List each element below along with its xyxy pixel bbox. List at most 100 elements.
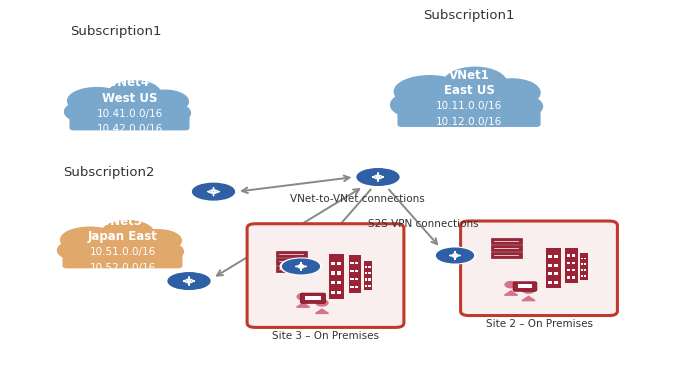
FancyBboxPatch shape (581, 263, 583, 265)
FancyBboxPatch shape (365, 272, 368, 274)
FancyBboxPatch shape (276, 258, 307, 265)
FancyBboxPatch shape (581, 258, 583, 260)
FancyBboxPatch shape (567, 269, 570, 272)
Ellipse shape (484, 79, 540, 107)
FancyBboxPatch shape (247, 224, 404, 327)
FancyBboxPatch shape (581, 269, 583, 271)
FancyBboxPatch shape (365, 285, 368, 287)
Ellipse shape (108, 81, 161, 108)
Text: Subscription1: Subscription1 (424, 9, 514, 22)
FancyBboxPatch shape (331, 281, 335, 284)
FancyBboxPatch shape (517, 284, 533, 288)
FancyBboxPatch shape (548, 264, 552, 267)
FancyBboxPatch shape (364, 261, 372, 290)
Ellipse shape (394, 76, 466, 107)
Circle shape (522, 287, 535, 293)
FancyBboxPatch shape (554, 255, 558, 258)
Text: 10.11.0.0/16: 10.11.0.0/16 (436, 101, 502, 111)
FancyBboxPatch shape (368, 285, 370, 287)
FancyBboxPatch shape (491, 251, 522, 258)
FancyBboxPatch shape (572, 262, 575, 264)
FancyBboxPatch shape (548, 255, 552, 258)
Text: VNet-to-VNet connections: VNet-to-VNet connections (290, 194, 426, 204)
FancyBboxPatch shape (368, 266, 370, 268)
FancyBboxPatch shape (554, 264, 558, 267)
Ellipse shape (64, 101, 103, 122)
Ellipse shape (190, 182, 237, 201)
Text: S2S VPN connections: S2S VPN connections (368, 219, 478, 230)
FancyBboxPatch shape (331, 262, 335, 265)
FancyBboxPatch shape (491, 245, 522, 251)
Text: 10.42.0.0/16: 10.42.0.0/16 (97, 124, 162, 134)
Ellipse shape (354, 168, 402, 187)
FancyBboxPatch shape (349, 255, 361, 293)
Circle shape (316, 300, 328, 306)
Ellipse shape (193, 183, 235, 200)
FancyBboxPatch shape (584, 258, 586, 260)
FancyBboxPatch shape (331, 272, 335, 274)
FancyBboxPatch shape (565, 248, 578, 283)
Ellipse shape (168, 273, 210, 289)
Text: Site 2 – On Premises: Site 2 – On Premises (486, 319, 592, 329)
Text: East US: East US (444, 84, 494, 97)
Text: Site 3 – On Premises: Site 3 – On Premises (272, 331, 379, 341)
FancyBboxPatch shape (567, 276, 570, 279)
FancyBboxPatch shape (276, 251, 307, 257)
Text: 10.52.0.0/16: 10.52.0.0/16 (90, 262, 155, 273)
FancyBboxPatch shape (356, 262, 358, 264)
FancyBboxPatch shape (331, 291, 335, 294)
Ellipse shape (66, 235, 178, 265)
Text: VNet5: VNet5 (102, 215, 143, 228)
Polygon shape (522, 296, 535, 301)
FancyBboxPatch shape (365, 266, 368, 268)
FancyBboxPatch shape (580, 253, 588, 280)
FancyBboxPatch shape (554, 272, 558, 275)
FancyBboxPatch shape (461, 221, 617, 315)
FancyBboxPatch shape (351, 278, 354, 280)
Ellipse shape (402, 86, 536, 124)
FancyBboxPatch shape (305, 296, 321, 300)
FancyBboxPatch shape (368, 272, 370, 274)
Ellipse shape (443, 67, 507, 100)
Ellipse shape (357, 169, 399, 185)
FancyBboxPatch shape (337, 272, 341, 274)
FancyBboxPatch shape (491, 238, 522, 244)
Polygon shape (297, 303, 309, 307)
FancyBboxPatch shape (351, 262, 354, 264)
Ellipse shape (165, 272, 213, 291)
Text: Subscription2: Subscription2 (63, 166, 154, 179)
Ellipse shape (283, 259, 319, 274)
FancyBboxPatch shape (546, 248, 561, 288)
FancyBboxPatch shape (584, 275, 586, 277)
Polygon shape (505, 291, 517, 295)
Text: West US: West US (102, 92, 158, 105)
FancyBboxPatch shape (567, 262, 570, 264)
FancyBboxPatch shape (70, 108, 189, 130)
Ellipse shape (154, 104, 190, 122)
Circle shape (505, 281, 517, 288)
Ellipse shape (280, 258, 322, 275)
FancyBboxPatch shape (584, 269, 586, 271)
Ellipse shape (498, 95, 542, 118)
Text: VNet1: VNet1 (449, 69, 489, 82)
FancyBboxPatch shape (356, 286, 358, 288)
Text: VNet4: VNet4 (109, 76, 150, 89)
FancyBboxPatch shape (581, 275, 583, 277)
FancyBboxPatch shape (365, 278, 368, 281)
Ellipse shape (437, 248, 473, 263)
Ellipse shape (147, 243, 183, 260)
Polygon shape (316, 309, 328, 314)
FancyBboxPatch shape (572, 276, 575, 279)
FancyBboxPatch shape (351, 270, 354, 272)
FancyBboxPatch shape (351, 286, 354, 288)
FancyBboxPatch shape (584, 263, 586, 265)
FancyBboxPatch shape (548, 272, 552, 275)
FancyBboxPatch shape (548, 281, 552, 284)
Ellipse shape (434, 247, 476, 264)
FancyBboxPatch shape (337, 291, 341, 294)
Ellipse shape (391, 93, 437, 117)
FancyBboxPatch shape (513, 282, 537, 291)
FancyBboxPatch shape (398, 100, 540, 126)
FancyBboxPatch shape (337, 281, 341, 284)
FancyBboxPatch shape (63, 246, 182, 268)
